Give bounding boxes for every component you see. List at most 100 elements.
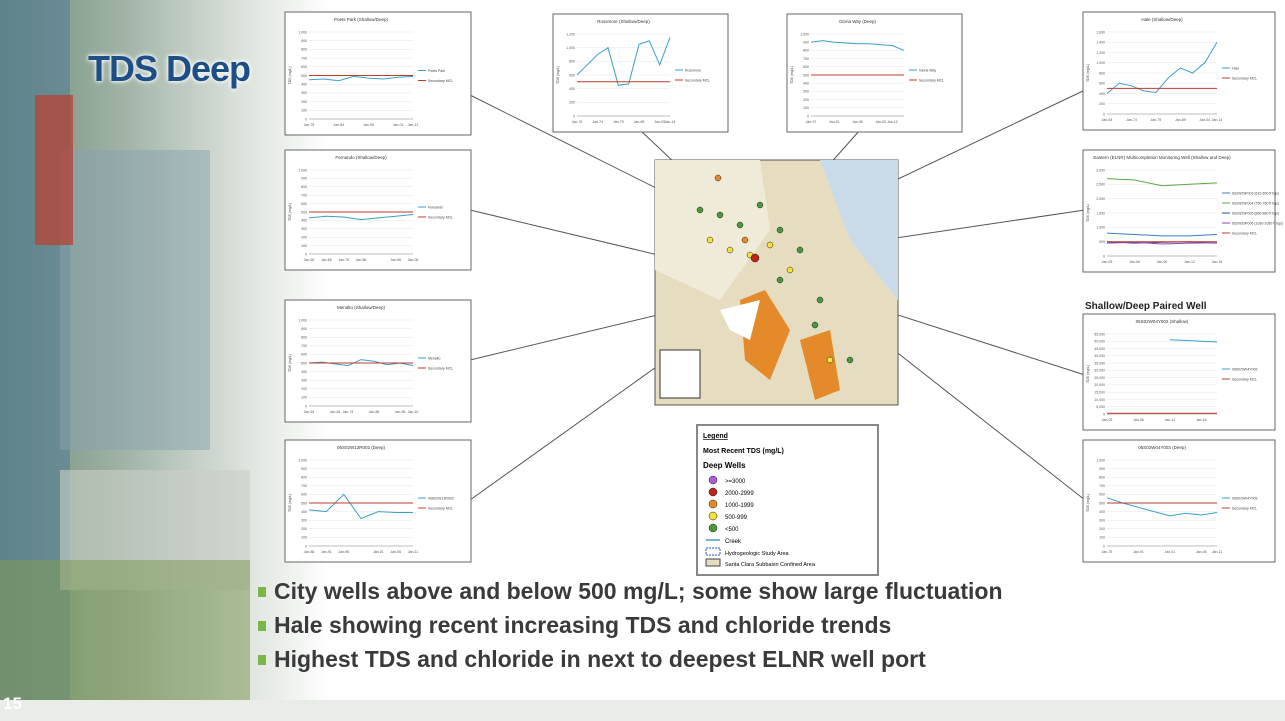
y-tick-label: 20,000: [1094, 383, 1105, 387]
y-tick-label: 400: [301, 370, 307, 374]
x-tick-label: Jan-04: [1199, 118, 1210, 122]
y-tick-label: 200: [803, 98, 809, 102]
y-tick-label: 700: [301, 484, 307, 488]
x-tick-label: Jan-76: [338, 258, 349, 262]
y-axis-label: TDS (mg/L): [288, 66, 292, 84]
x-tick-label: Jan-86: [356, 258, 367, 262]
y-tick-label: 800: [1099, 71, 1105, 75]
chart-panel: [1083, 440, 1275, 562]
y-axis-label: TDS (mg/L): [288, 354, 292, 372]
chart-title: Poets Park (Shallow/Deep): [334, 17, 389, 22]
x-tick-label: Jan-11: [1212, 550, 1222, 554]
bullet: Hale showing recent increasing TDS and c…: [258, 608, 1258, 642]
y-tick-label: 1,400: [1096, 41, 1105, 45]
x-tick-label: Jan-91: [1133, 550, 1144, 554]
x-tick-label: Jan-66: [321, 258, 332, 262]
y-tick-label: 100: [301, 109, 307, 113]
legend-label: Secondary MCL: [428, 79, 453, 83]
slide-title: TDS Deep: [88, 48, 250, 90]
y-tick-label: 700: [301, 56, 307, 60]
y-tick-label: 500: [1099, 240, 1105, 244]
y-tick-label: 300: [301, 227, 307, 231]
chart-title: Eastern (ELNR) Multicompletion Monitorin…: [1093, 155, 1231, 160]
x-tick-label: Jan-64: [330, 410, 341, 414]
y-tick-label: 1,000: [298, 318, 307, 322]
y-tick-label: 200: [301, 387, 307, 391]
chart-title: Hale (Shallow/Deep): [1141, 17, 1183, 22]
x-tick-label: Jan-86: [304, 550, 315, 554]
x-tick-label: Jan-11: [1165, 418, 1175, 422]
y-tick-label: 900: [301, 177, 307, 181]
y-tick-label: 1,000: [1096, 458, 1105, 462]
x-tick-label: Jan-70: [572, 120, 583, 124]
y-tick-label: 300: [803, 90, 809, 94]
x-tick-label: Jan-74: [1126, 118, 1137, 122]
y-tick-label: 0: [1103, 544, 1105, 548]
x-tick-label: Jan-09: [654, 120, 665, 124]
legend-label: Fernando: [428, 205, 443, 209]
legend-label: 06S02W13R002: [428, 496, 454, 500]
x-tick-label: Jan-15: [1212, 260, 1223, 264]
y-tick-label: 400: [301, 83, 307, 87]
y-tick-label: 10,000: [1094, 398, 1105, 402]
y-tick-label: 200: [569, 101, 575, 105]
mini-chart: Menalto (Shallow/Deep)TDS (mg/L)01002003…: [285, 300, 471, 422]
legend-label: Secondary MCL: [428, 506, 453, 510]
y-tick-label: 500: [301, 210, 307, 214]
legend-label: 6S2W29F003 (610-650 ft bgs): [1232, 191, 1279, 195]
x-tick-label: Jan-11: [408, 123, 418, 127]
y-tick-label: 700: [1099, 484, 1105, 488]
y-tick-label: 0: [305, 252, 307, 256]
y-axis-label: TDS (mg/L): [1086, 204, 1090, 222]
y-tick-label: 900: [803, 41, 809, 45]
y-tick-label: 200: [301, 100, 307, 104]
legend-label: Secondary MCL: [428, 215, 453, 219]
y-tick-label: 200: [1099, 527, 1105, 531]
x-tick-label: Jan-86: [369, 410, 380, 414]
y-tick-label: 100: [301, 536, 307, 540]
y-tick-label: 3,000: [1096, 168, 1105, 172]
chart-title: Gloria Way (Deep): [839, 19, 877, 24]
y-tick-label: 400: [301, 510, 307, 514]
x-tick-label: Jan-11: [408, 550, 418, 554]
chart-panel: [285, 440, 471, 562]
mini-chart: Poets Park (Shallow/Deep)TDS (mg/L)01002…: [285, 12, 471, 135]
x-tick-label: Jan-01: [1165, 550, 1176, 554]
y-axis-label: TDS (mg/L): [288, 203, 292, 221]
y-tick-label: 200: [301, 236, 307, 240]
x-tick-label: Jan-96: [390, 258, 401, 262]
legend-label: Secondary MCL: [919, 78, 944, 82]
y-tick-label: 800: [301, 476, 307, 480]
legend-label: Secondary MCL: [1232, 506, 1257, 510]
x-tick-label: Jan-79: [613, 120, 624, 124]
x-tick-label: Jan-03: [1102, 418, 1113, 422]
y-tick-label: 400: [569, 87, 575, 91]
chart-panel: [1083, 12, 1275, 130]
y-tick-label: 500: [1099, 501, 1105, 505]
mini-chart: Eastern (ELNR) Multicompletion Monitorin…: [1083, 150, 1283, 272]
x-tick-label: Jan-60: [304, 258, 315, 262]
y-tick-label: 700: [301, 194, 307, 198]
x-tick-label: Jan-01: [829, 120, 840, 124]
x-tick-label: Jan-14: [665, 120, 676, 124]
x-tick-label: Jan-89: [1175, 118, 1186, 122]
y-tick-label: 300: [301, 519, 307, 523]
x-tick-label: Jan-12: [1184, 260, 1195, 264]
chart-panel: [1083, 314, 1275, 430]
mini-chart: 06S02W13R002 (Deep)TDS (mg/L)01002003004…: [285, 440, 471, 562]
y-axis-label: TDS (mg/L): [1086, 494, 1090, 512]
y-tick-label: 700: [301, 344, 307, 348]
y-tick-label: 0: [807, 114, 809, 118]
x-tick-label: Jan-95: [363, 123, 374, 127]
y-tick-label: 45,000: [1094, 347, 1105, 351]
y-tick-label: 0: [573, 114, 575, 118]
y-tick-label: 400: [1099, 92, 1105, 96]
y-tick-label: 400: [1099, 510, 1105, 514]
y-tick-label: 800: [301, 185, 307, 189]
y-tick-label: 500: [301, 74, 307, 78]
y-tick-label: 600: [1099, 82, 1105, 86]
y-tick-label: 200: [1099, 102, 1105, 106]
legend-label: 6S2W29F004 (750-760 ft bgs): [1232, 201, 1279, 205]
x-tick-label: Jan-89: [634, 120, 645, 124]
x-tick-label: Jan-01: [373, 550, 384, 554]
